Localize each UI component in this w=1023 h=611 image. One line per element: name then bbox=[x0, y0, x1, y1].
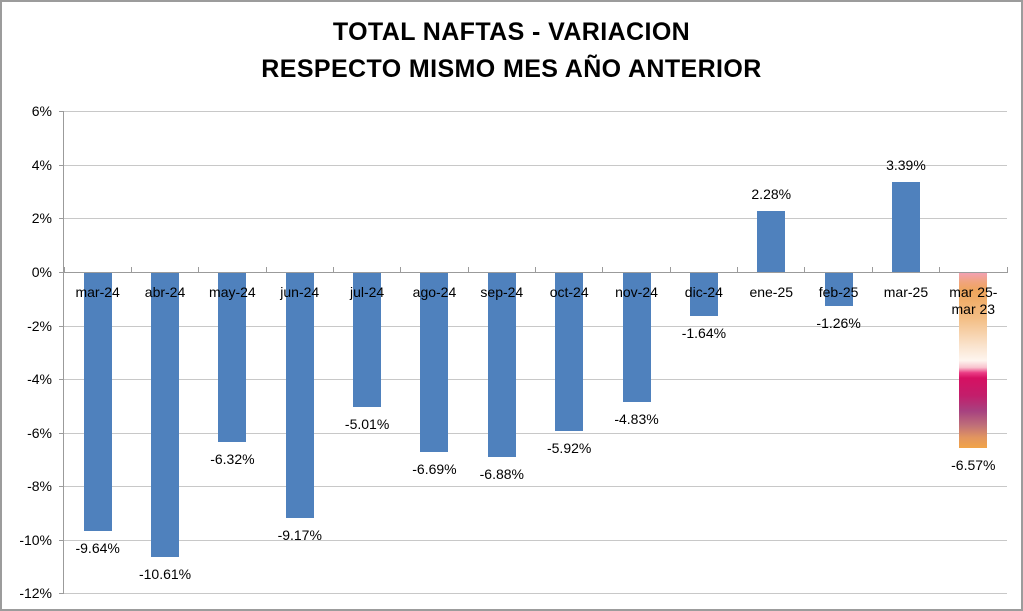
y-axis-tick bbox=[59, 539, 64, 541]
value-label: -6.69% bbox=[412, 460, 457, 477]
gridline bbox=[64, 325, 1007, 327]
category-axis-tick bbox=[939, 266, 941, 273]
y-axis-label: -6% bbox=[27, 424, 52, 441]
category-label: abr-24 bbox=[144, 283, 186, 300]
y-axis-tick bbox=[59, 164, 64, 166]
category-label: dic-24 bbox=[684, 283, 723, 300]
gridline bbox=[64, 218, 1007, 220]
bar-abr-24 bbox=[151, 272, 180, 557]
category-label: feb-25 bbox=[818, 283, 859, 300]
category-label: sep-24 bbox=[480, 283, 524, 300]
category-axis-tick bbox=[535, 266, 536, 273]
category-label: ago-24 bbox=[412, 283, 457, 300]
value-label: -9.64% bbox=[75, 539, 120, 556]
value-label: -5.92% bbox=[546, 440, 592, 457]
bar-jul-24 bbox=[353, 272, 382, 407]
category-label: mar-24 bbox=[75, 283, 120, 300]
category-axis-tick bbox=[198, 266, 200, 273]
gridline bbox=[64, 432, 1007, 434]
bar-may-24 bbox=[218, 272, 247, 442]
category-axis-tick bbox=[1006, 266, 1008, 273]
y-axis-tick bbox=[59, 111, 64, 113]
value-label: -5.01% bbox=[344, 415, 390, 432]
bar-nov-24 bbox=[622, 272, 651, 402]
category-axis-tick bbox=[871, 266, 873, 273]
value-axis-line bbox=[63, 112, 64, 594]
category-axis-tick bbox=[332, 266, 334, 273]
chart-title-line2: RESPECTO MISMO MES AÑO ANTERIOR bbox=[261, 55, 762, 83]
y-axis-tick bbox=[59, 325, 64, 327]
y-axis-label: -2% bbox=[27, 317, 52, 334]
gridline bbox=[64, 539, 1007, 541]
category-axis-tick bbox=[400, 266, 402, 273]
category-axis-tick bbox=[804, 266, 806, 273]
value-label: 2.28% bbox=[751, 186, 792, 203]
category-axis-tick bbox=[63, 266, 65, 273]
category-label: mar-25 bbox=[883, 283, 929, 300]
gridline bbox=[64, 486, 1007, 488]
y-axis-tick bbox=[59, 486, 64, 488]
gridline bbox=[64, 164, 1007, 166]
y-axis-label: 6% bbox=[31, 103, 52, 120]
bar-jun-24 bbox=[285, 272, 314, 519]
y-axis-label: 0% bbox=[31, 264, 52, 280]
bar-dic-24 bbox=[689, 272, 718, 317]
category-axis-tick bbox=[737, 266, 739, 273]
bar-ago-24 bbox=[420, 272, 449, 452]
bar-sep-24 bbox=[487, 272, 516, 457]
category-label: oct-24 bbox=[549, 283, 589, 300]
y-axis-label: -4% bbox=[27, 371, 52, 388]
y-axis-tick bbox=[59, 379, 64, 381]
y-axis-label: -10% bbox=[19, 531, 52, 548]
y-axis-tick bbox=[59, 432, 64, 434]
value-label: -1.64% bbox=[681, 325, 727, 342]
value-label: -9.17% bbox=[277, 527, 322, 544]
value-label: -1.26% bbox=[816, 315, 861, 332]
category-axis-line bbox=[63, 272, 1007, 273]
category-label: jul-24 bbox=[349, 283, 385, 300]
category-axis-tick bbox=[669, 266, 671, 273]
gridline bbox=[64, 379, 1007, 381]
category-label: jun-24 bbox=[280, 283, 320, 300]
y-axis-tick bbox=[59, 593, 64, 595]
category-axis-tick bbox=[130, 266, 132, 273]
bar-mar-24 bbox=[83, 272, 112, 531]
value-label: -6.32% bbox=[210, 450, 255, 467]
category-label: nov-24 bbox=[615, 283, 658, 300]
category-axis-tick bbox=[467, 266, 469, 273]
y-axis-label: -12% bbox=[19, 585, 52, 602]
bar-gradient-mar 25-mar 23 bbox=[959, 272, 988, 449]
bar-ene-25 bbox=[757, 211, 786, 273]
value-label: -10.61% bbox=[138, 565, 192, 582]
category-axis-tick bbox=[265, 266, 267, 273]
bar-mar-25 bbox=[891, 181, 920, 273]
bar-feb-25 bbox=[824, 272, 853, 307]
value-label: -6.57% bbox=[951, 457, 996, 474]
category-label: may-24 bbox=[209, 283, 256, 300]
y-axis-label: 4% bbox=[31, 156, 52, 173]
gridline bbox=[64, 593, 1007, 595]
category-axis-tick bbox=[602, 266, 604, 273]
value-label: -6.88% bbox=[479, 465, 524, 482]
category-label: mar 25- mar 23 bbox=[949, 283, 998, 317]
chart-title: TOTAL NAFTAS - VARIACION RESPECTO MISMO … bbox=[2, 14, 1021, 88]
y-axis-label: -8% bbox=[27, 478, 52, 495]
gridline bbox=[64, 111, 1007, 113]
value-label: -4.83% bbox=[614, 410, 659, 427]
y-axis-label: 2% bbox=[31, 210, 52, 227]
category-label: ene-25 bbox=[749, 283, 794, 300]
y-axis-tick bbox=[59, 272, 64, 273]
y-axis-tick bbox=[59, 218, 64, 220]
value-label: 3.39% bbox=[886, 156, 926, 173]
bar-oct-24 bbox=[555, 272, 584, 432]
chart-title-line1: TOTAL NAFTAS - VARIACION bbox=[332, 18, 691, 46]
